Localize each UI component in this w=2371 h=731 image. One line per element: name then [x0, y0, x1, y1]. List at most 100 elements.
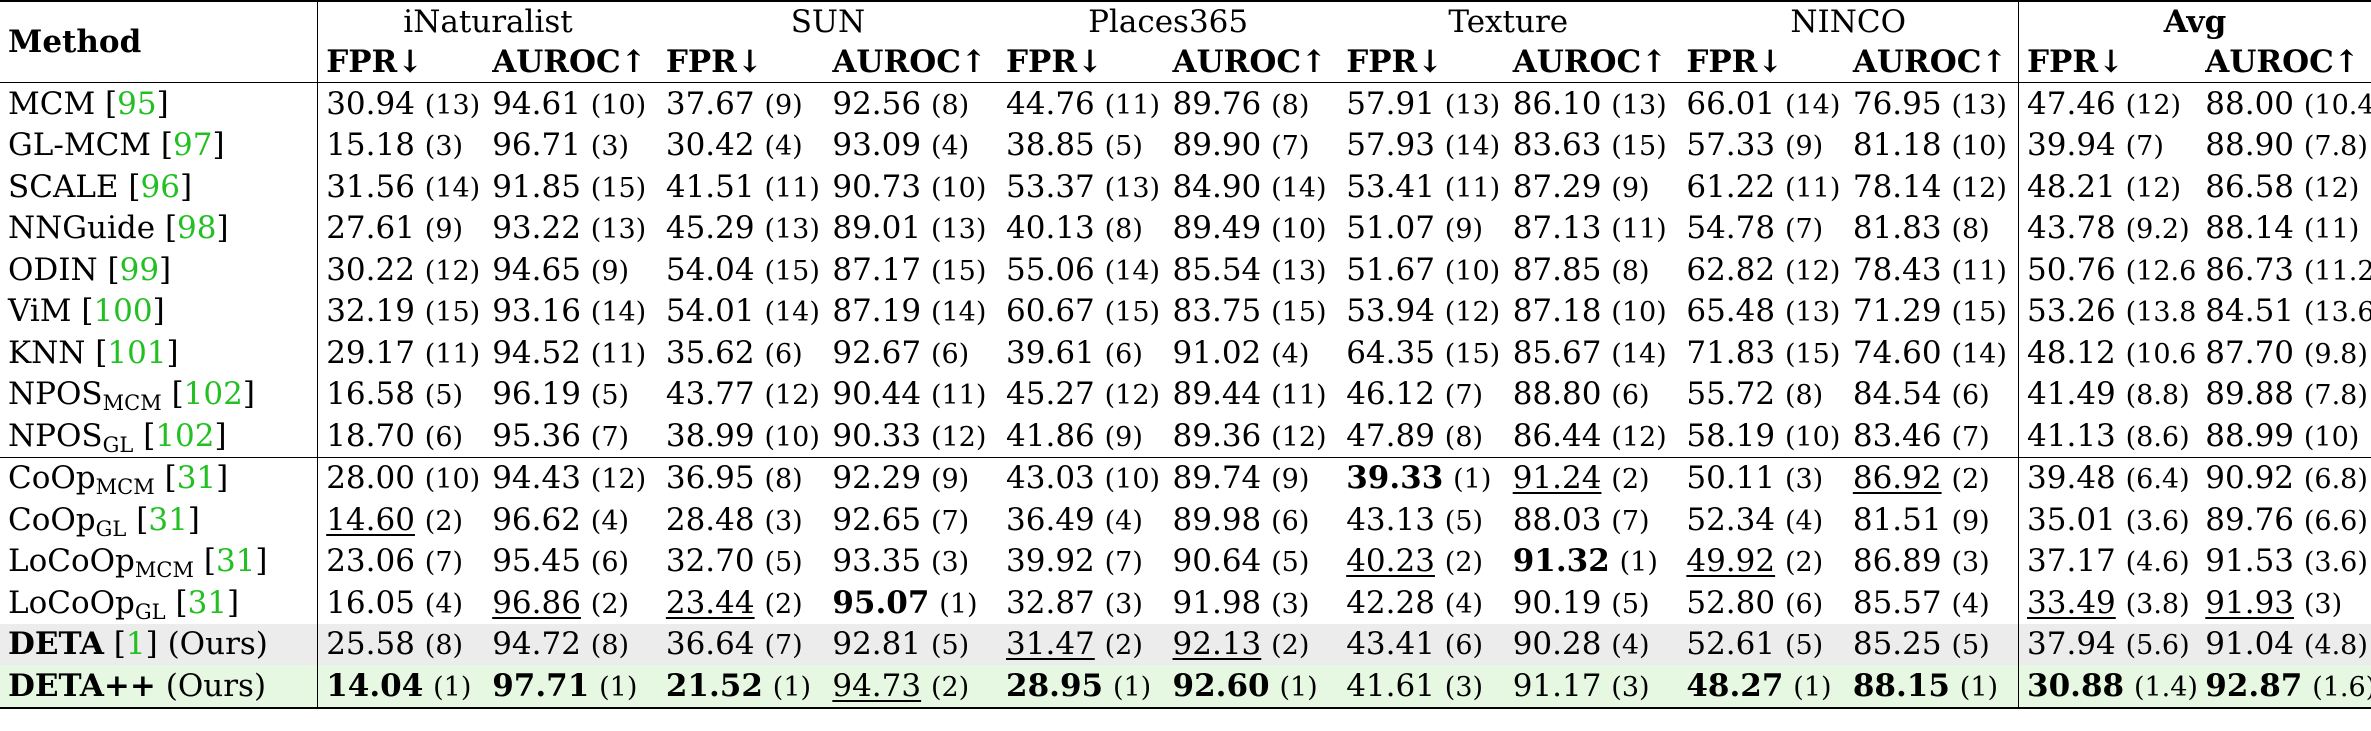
metric-value: 81.83: [1852, 210, 1942, 247]
fpr-value-cell: 46.12 (7): [1338, 374, 1505, 416]
fpr-value-cell: 37.17 (4.6): [2018, 540, 2198, 582]
rank-value: (13): [1784, 297, 1841, 329]
metric-value: 86.73: [2205, 251, 2295, 288]
metric-value: 50.11: [1686, 460, 1776, 497]
fpr-value-cell: 23.06 (7): [317, 540, 485, 582]
citation-link[interactable]: 97: [172, 127, 213, 164]
metric-value: 49.92: [1686, 543, 1776, 580]
citation-link[interactable]: 31: [176, 460, 217, 497]
rank-value: (2): [1951, 464, 1990, 496]
metric-value: 23.06: [326, 543, 415, 580]
fpr-value-cell: 14.60 (2): [317, 499, 485, 541]
method-subscript: MCM: [102, 391, 162, 415]
auroc-value-cell: 85.54 (13): [1165, 249, 1339, 291]
rank-value: (7): [2125, 131, 2164, 163]
method-name: GL-MCM: [8, 127, 152, 164]
citation-link[interactable]: 102: [183, 376, 243, 413]
rank-value: (7): [424, 547, 464, 579]
metric-value: 32.70: [665, 543, 755, 580]
rank-value: (15): [1104, 297, 1161, 329]
rank-value: (13): [1951, 89, 2007, 121]
citation-link[interactable]: 102: [155, 417, 215, 454]
fpr-value-cell: 53.94 (12): [1338, 291, 1505, 333]
citation-link[interactable]: 31: [187, 584, 228, 621]
fpr-value-cell: 39.92 (7): [998, 541, 1165, 583]
fpr-value-cell: 61.22 (11): [1678, 166, 1845, 208]
metric-value: 89.01: [832, 210, 922, 247]
metric-value: 16.58: [326, 376, 415, 413]
metric-value: 40.13: [1006, 210, 1095, 247]
citation-link[interactable]: 95: [117, 85, 157, 122]
rank-value: (3): [1444, 671, 1484, 703]
auroc-value-cell: 92.29 (9): [824, 456, 999, 499]
method-name: MCM: [8, 85, 96, 122]
metric-value: 62.82: [1686, 251, 1776, 288]
rank-value: (6): [1444, 630, 1484, 662]
table-row: KNN [101] 29.17 (11) 94.52 (11) 35.62 (6) 92…: [0, 332, 2371, 374]
fpr-value-cell: 16.05 (4): [317, 582, 485, 624]
citation-link[interactable]: 31: [215, 543, 256, 580]
metric-value: 42.28: [1346, 584, 1435, 621]
method-name: LoCoOp: [8, 584, 135, 621]
metric-value: 85.54: [1172, 251, 1262, 288]
citation-link[interactable]: 100: [93, 293, 153, 330]
auroc-value-cell: 71.29 (15): [1845, 291, 2019, 333]
dataset-header-avg: Avg: [2018, 0, 2371, 42]
auroc-value-cell: 89.44 (11): [1165, 374, 1339, 416]
metric-value: 92.60: [1172, 667, 1270, 704]
citation-link[interactable]: 101: [107, 334, 167, 371]
rank-value: (13): [930, 214, 987, 246]
metric-value: 91.04: [2205, 626, 2295, 663]
method-subscript: MCM: [134, 558, 194, 582]
metric-value: 93.22: [492, 210, 581, 247]
fpr-value-cell: 41.13 (8.6): [2018, 415, 2198, 457]
rank-value: (6): [764, 338, 803, 370]
metric-value: 87.85: [1512, 251, 1602, 288]
rank-value: (7): [1784, 214, 1824, 246]
metric-header-auroc: AUROC↑: [2205, 44, 2360, 80]
rank-value: (12): [1444, 297, 1501, 329]
fpr-value-cell: 18.70 (6): [317, 415, 485, 457]
fpr-value-cell: 41.49 (8.8): [2018, 373, 2198, 415]
metric-value: 43.78: [2027, 210, 2116, 247]
rank-value: (4.8): [2303, 630, 2368, 662]
table-row: CoOpMCM [31] 28.00 (10) 94.43 (12) 36.95 (8…: [0, 456, 2371, 499]
method-name-cell: NNGuide [98]: [8, 210, 229, 247]
fpr-value-cell: 27.61 (9): [317, 207, 485, 249]
rank-value: (3): [424, 131, 464, 163]
citation-link[interactable]: 31: [148, 501, 188, 538]
citation-link[interactable]: 98: [177, 210, 217, 247]
fpr-value-cell: 57.93 (14): [1338, 125, 1505, 167]
method-name-cell: CoOpGL [31]: [8, 501, 200, 541]
metric-value: 93.09: [832, 127, 922, 164]
rank-value: (14): [930, 297, 987, 329]
citation-link[interactable]: 99: [119, 251, 160, 288]
auroc-value-cell: 91.24 (2): [1504, 456, 1679, 499]
auroc-value-cell: 90.33 (12): [824, 415, 998, 457]
auroc-value-cell: 92.65 (7): [824, 499, 998, 541]
method-name: NPOS: [8, 417, 103, 454]
auroc-value-cell: 87.18 (10): [1505, 291, 1679, 333]
auroc-value-cell: 92.81 (5): [824, 623, 999, 665]
rank-value: (15): [1951, 297, 2007, 329]
fpr-value-cell: 54.01 (14): [658, 291, 825, 333]
rank-value: (14): [1951, 338, 2007, 370]
auroc-value-cell: 95.36 (7): [484, 415, 658, 457]
auroc-value-cell: 91.93 (3): [2197, 582, 2371, 624]
rank-value: (13.8): [2125, 297, 2198, 329]
metric-value: 45.29: [665, 210, 755, 247]
fpr-value-cell: 57.91 (13): [1338, 82, 1505, 125]
metric-value: 83.63: [1512, 127, 1602, 164]
rank-value: (7): [930, 505, 970, 537]
metric-header-fpr: FPR↓: [1686, 44, 1784, 80]
metric-value: 89.49: [1172, 210, 1262, 247]
fpr-value-cell: 28.00 (10): [317, 456, 485, 499]
table-row: DETA++ (Ours) 14.04 (1) 97.71 (1) 21.52 (1)…: [0, 665, 2371, 709]
metric-value: 21.52: [665, 667, 763, 704]
auroc-value-cell: 89.74 (9): [1164, 456, 1339, 499]
citation-link[interactable]: 1: [125, 626, 146, 663]
metric-value: 87.29: [1512, 168, 1602, 205]
citation-link[interactable]: 96: [140, 168, 180, 205]
auroc-value-cell: 89.98 (6): [1165, 499, 1339, 541]
metric-value: 41.86: [1006, 417, 1095, 454]
